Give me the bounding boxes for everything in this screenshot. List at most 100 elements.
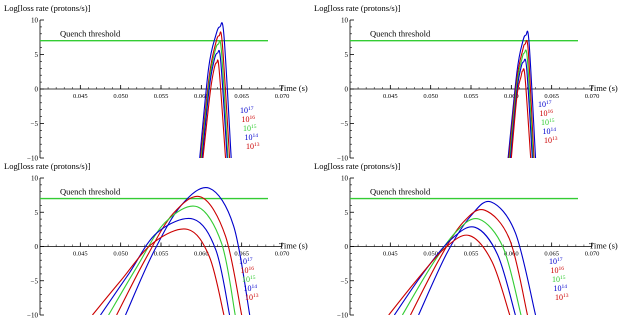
legend-base: 10 xyxy=(540,109,548,118)
legend-label: 1016 xyxy=(540,109,554,118)
x-tick-label: 0.045 xyxy=(73,93,88,100)
x-axis-label: Time (s) xyxy=(279,83,308,93)
legend-exponent: 14 xyxy=(551,127,557,133)
legend-base: 10 xyxy=(242,115,250,124)
chart-panel-1: Log[loss rate (protons/s)] −10 −5 0 5 10 0.045… xyxy=(4,3,308,163)
legend-base: 10 xyxy=(243,124,251,133)
legend-label: 1017 xyxy=(549,257,563,266)
legend-exponent: 15 xyxy=(250,275,256,281)
legend-base: 10 xyxy=(240,106,248,115)
chart-panel-4: Log[loss rate (protons/s)] −10 −5 0 5 10 0.045… xyxy=(314,161,618,320)
legend-label: 1016 xyxy=(242,115,256,124)
x-tick-label: 0.070 xyxy=(275,93,290,100)
y-tick-label: −5 xyxy=(31,277,39,285)
legend-exponent: 17 xyxy=(248,106,254,112)
y-tick-label: −5 xyxy=(341,277,349,285)
y-tick-label: −10 xyxy=(27,312,38,320)
x-axis-label: Time (s) xyxy=(279,241,308,251)
y-axis-label: Log[loss rate (protons/s)] xyxy=(4,161,91,171)
x-tick-label: 0.050 xyxy=(113,251,128,258)
x-tick-label: 0.055 xyxy=(154,251,169,258)
legend-base: 10 xyxy=(543,127,551,136)
y-tick-label: 5 xyxy=(345,209,349,217)
curve-group xyxy=(389,201,536,315)
legend-exponent: 13 xyxy=(552,136,558,142)
y-tick-label: 10 xyxy=(31,175,39,183)
y-tick-label: 10 xyxy=(341,17,349,25)
legend-base: 10 xyxy=(538,100,546,109)
chart-panel-3: Log[loss rate (protons/s)]−10−505100.045… xyxy=(4,161,308,320)
legend-label: 1014 xyxy=(245,133,259,142)
series-line xyxy=(109,206,236,315)
legend-base: 10 xyxy=(244,284,252,293)
y-tick-label: 0 xyxy=(35,86,39,94)
legend-label: 1015 xyxy=(243,124,257,133)
series-line xyxy=(411,210,528,315)
legend-label: 1014 xyxy=(244,284,258,293)
legend-base: 10 xyxy=(245,133,253,142)
legend-label: 1015 xyxy=(552,275,566,284)
series-line xyxy=(117,196,242,315)
legend-base: 10 xyxy=(551,266,559,275)
legend-base: 10 xyxy=(544,136,552,145)
y-tick-label: −10 xyxy=(337,312,348,320)
legend-base: 10 xyxy=(552,275,560,284)
series-line xyxy=(389,235,510,315)
legend-base: 10 xyxy=(554,284,562,293)
x-tick-label: 0.045 xyxy=(73,251,88,258)
y-axis-label: Log[loss rate (protons/s)] xyxy=(4,3,91,13)
y-tick-label: 0 xyxy=(35,243,39,251)
legend-exponent: 17 xyxy=(247,257,253,263)
legend-base: 10 xyxy=(245,293,253,302)
x-tick-label: 0.065 xyxy=(234,93,249,100)
x-tick-label: 0.055 xyxy=(154,93,169,100)
legend-label: 1017 xyxy=(240,106,254,115)
x-tick-label: 0.055 xyxy=(464,93,479,100)
legend-exponent: 17 xyxy=(546,100,552,106)
legend-exponent: 16 xyxy=(249,266,255,272)
legend-label: 1014 xyxy=(554,284,568,293)
y-tick-label: 10 xyxy=(31,17,39,25)
y-axis-label: Log[loss rate (protons/s)] xyxy=(314,3,401,13)
legend-exponent: 17 xyxy=(557,257,563,263)
legend-label: 1017 xyxy=(239,257,253,266)
legend-exponent: 14 xyxy=(562,284,568,290)
legend-base: 10 xyxy=(246,142,254,151)
quench-threshold-label: Quench threshold xyxy=(60,187,121,197)
legend-exponent: 16 xyxy=(250,115,256,121)
x-tick-label: 0.050 xyxy=(113,93,128,100)
x-axis-label: Time (s) xyxy=(589,83,618,93)
y-tick-label: 5 xyxy=(35,51,39,59)
x-tick-label: 0.070 xyxy=(585,251,600,258)
legend-label: 1013 xyxy=(544,136,558,145)
quench-threshold-label: Quench threshold xyxy=(370,29,431,39)
y-tick-label: 5 xyxy=(345,51,349,59)
legend-label: 1016 xyxy=(551,266,565,275)
y-tick-label: −5 xyxy=(31,120,39,128)
legend-label: 1015 xyxy=(541,118,555,127)
legend-base: 10 xyxy=(239,257,247,266)
quench-threshold-label: Quench threshold xyxy=(370,187,431,197)
legend-base: 10 xyxy=(242,275,250,284)
series-line xyxy=(92,229,223,315)
legend-base: 10 xyxy=(241,266,249,275)
x-tick-label: 0.045 xyxy=(383,251,398,258)
legend-exponent: 14 xyxy=(252,284,258,290)
legend-exponent: 15 xyxy=(549,118,555,124)
legend-exponent: 15 xyxy=(251,124,257,130)
legend-label: 1017 xyxy=(538,100,552,109)
x-tick-label: 0.055 xyxy=(464,251,479,258)
legend-base: 10 xyxy=(549,257,557,266)
y-tick-label: 10 xyxy=(341,175,349,183)
curve-group xyxy=(200,23,231,158)
x-tick-label: 0.070 xyxy=(585,93,600,100)
legend-exponent: 13 xyxy=(563,293,569,299)
y-tick-label: 0 xyxy=(345,243,349,251)
legend-exponent: 14 xyxy=(253,133,259,139)
x-tick-label: 0.045 xyxy=(383,93,398,100)
y-tick-label: −5 xyxy=(341,120,349,128)
legend-label: 1013 xyxy=(555,293,569,302)
legend-exponent: 13 xyxy=(253,293,259,299)
